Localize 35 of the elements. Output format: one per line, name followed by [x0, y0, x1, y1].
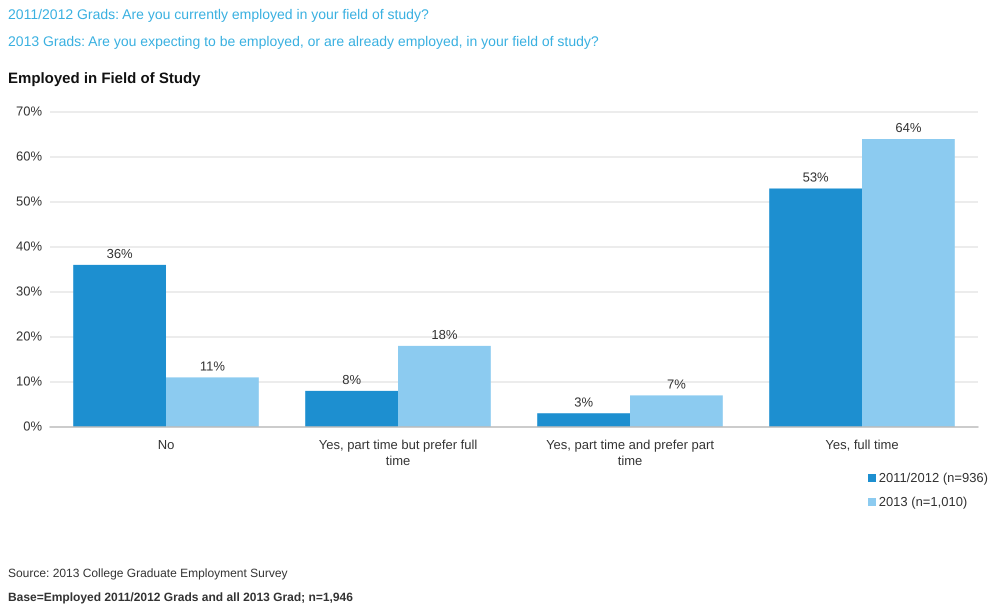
data-label: 53% [802, 170, 830, 185]
y-tick-label: 40% [16, 238, 42, 254]
y-tick-label: 60% [16, 148, 42, 164]
bar [769, 188, 862, 426]
text: 2011/2012 Grads: Are you currently employed in your field of study? [8, 6, 429, 22]
data-label: 18% [431, 326, 458, 342]
y-tick-label: 70% [16, 104, 42, 119]
x-tick-label: Yes, full time [825, 437, 899, 452]
bar [630, 395, 723, 426]
bar [398, 346, 491, 426]
bar [166, 377, 259, 426]
data-label: 11% [200, 358, 226, 374]
data-label: 64% [895, 120, 922, 136]
legend-label: 2011/2012 (n=936) [878, 470, 988, 485]
data-label: 36% [106, 246, 134, 261]
y-tick-label: 20% [16, 328, 42, 344]
y-tick-label: 30% [16, 283, 42, 298]
data-label: 3% [574, 394, 594, 410]
x-tick-label: Yes, part time and prefer part time [546, 437, 714, 468]
y-tick-label: 0% [23, 418, 42, 434]
data-label: 7% [667, 376, 686, 392]
data-label: 8% [342, 372, 362, 387]
bar [537, 413, 630, 426]
legend-label: 2013 (n=1,010) [878, 494, 968, 509]
x-tick-label: Yes, part time but prefer full time [318, 437, 478, 468]
y-tick-label: 50% [16, 194, 42, 209]
source-note: Source: 2013 College Graduate Employment Survey [8, 566, 288, 580]
text: 2013 Grads: Are you expecting to be employed, or are already employed, in your field of study? [8, 33, 599, 49]
x-tick-label: No [158, 437, 174, 452]
y-tick-label: 10% [16, 373, 42, 388]
text: Base=Employed 2011/2012 Grads and all 2013 Grad; n=1,946 [8, 590, 353, 604]
bar [305, 390, 398, 426]
bar [73, 264, 166, 426]
bar [862, 138, 955, 426]
chart-title: Employed in Field of Study [8, 70, 201, 87]
